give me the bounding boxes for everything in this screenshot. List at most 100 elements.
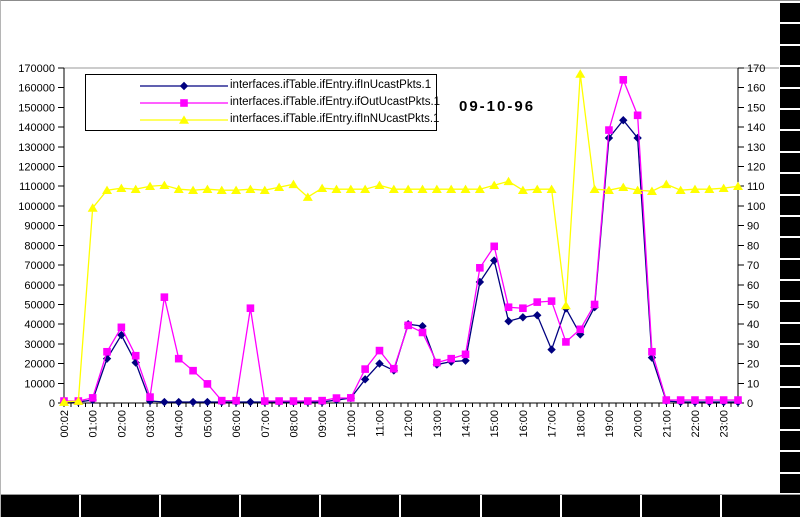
svg-text:120000: 120000 <box>18 162 55 174</box>
right-frame-cells <box>780 3 800 493</box>
svg-text:05:00: 05:00 <box>202 410 214 438</box>
svg-text:20: 20 <box>747 359 759 371</box>
svg-text:14:00: 14:00 <box>461 410 473 438</box>
svg-text:13:00: 13:00 <box>432 410 444 438</box>
frame-cell <box>780 67 800 87</box>
svg-text:10: 10 <box>747 378 759 390</box>
frame-cell <box>161 495 240 517</box>
svg-text:20000: 20000 <box>24 359 55 371</box>
frame-cell <box>780 109 800 130</box>
svg-text:22:00: 22:00 <box>690 410 702 438</box>
line-chart: 0100002000030000400005000060000700008000… <box>18 63 779 438</box>
frame-cell <box>780 3 800 23</box>
frame-cell <box>780 174 800 194</box>
frame-cell <box>780 281 800 301</box>
svg-text:60: 60 <box>747 280 759 292</box>
legend-line-triangle-icon <box>140 114 228 124</box>
svg-text:10:00: 10:00 <box>346 410 358 438</box>
chart-date-annotation: 09-10-96 <box>459 98 536 115</box>
frame-cell <box>780 45 800 66</box>
legend-line-diamond-icon <box>140 81 228 90</box>
svg-text:16:00: 16:00 <box>518 410 530 438</box>
svg-text:20:00: 20:00 <box>633 410 645 438</box>
svg-text:08:00: 08:00 <box>288 410 300 438</box>
svg-text:30: 30 <box>747 339 759 351</box>
frame-cell <box>481 495 560 517</box>
svg-text:30000: 30000 <box>24 339 55 351</box>
frame-cell <box>780 238 800 258</box>
svg-text:160: 160 <box>747 83 765 95</box>
svg-text:11:00: 11:00 <box>374 410 386 437</box>
svg-text:160000: 160000 <box>18 83 55 95</box>
legend-label: interfaces.ifTable.ifEntry.ifInUcastPkts… <box>230 78 432 91</box>
chart-legend: interfaces.ifTable.ifEntry.ifInUcastPkts… <box>85 74 440 131</box>
svg-text:12:00: 12:00 <box>403 410 415 438</box>
frame-cell <box>780 323 800 344</box>
frame-cell <box>401 495 480 517</box>
svg-text:0: 0 <box>747 398 753 410</box>
frame-cell <box>780 366 800 387</box>
frame-cell <box>641 495 720 517</box>
svg-text:10000: 10000 <box>24 378 55 390</box>
svg-text:140000: 140000 <box>18 122 55 134</box>
svg-text:100000: 100000 <box>18 201 55 213</box>
frame-cell <box>780 152 800 173</box>
frame-cell <box>780 88 800 108</box>
svg-text:01:00: 01:00 <box>88 410 100 438</box>
frame-cell <box>780 24 800 44</box>
svg-text:17:00: 17:00 <box>547 410 559 438</box>
legend-line-square-icon <box>140 98 228 107</box>
svg-text:170: 170 <box>747 63 765 75</box>
frame-cell <box>780 131 800 151</box>
svg-text:19:00: 19:00 <box>604 410 616 438</box>
svg-text:40000: 40000 <box>24 319 55 331</box>
svg-text:02:00: 02:00 <box>116 410 128 438</box>
svg-text:03:00: 03:00 <box>145 410 157 438</box>
legend-item-out-ucast: interfaces.ifTable.ifEntry.ifOutUcastPkt… <box>138 94 440 111</box>
svg-text:100: 100 <box>747 201 765 213</box>
svg-text:06:00: 06:00 <box>231 410 243 438</box>
svg-text:150: 150 <box>747 102 765 114</box>
svg-text:120: 120 <box>747 162 765 174</box>
svg-text:150000: 150000 <box>18 102 55 114</box>
svg-text:09:00: 09:00 <box>317 410 329 438</box>
svg-text:18:00: 18:00 <box>575 410 587 438</box>
svg-text:170000: 170000 <box>18 63 55 75</box>
svg-text:0: 0 <box>49 398 55 410</box>
svg-text:130000: 130000 <box>18 142 55 154</box>
legend-label: interfaces.ifTable.ifEntry.ifOutUcastPkt… <box>230 95 441 108</box>
frame-cell <box>721 495 800 517</box>
svg-text:07:00: 07:00 <box>260 410 272 438</box>
svg-text:130: 130 <box>747 142 765 154</box>
frame-cell <box>780 409 800 429</box>
svg-text:00:02: 00:02 <box>59 410 71 438</box>
svg-text:15:00: 15:00 <box>489 410 501 438</box>
svg-text:80000: 80000 <box>24 240 55 252</box>
bottom-frame-cells <box>1 494 800 517</box>
svg-text:40: 40 <box>747 319 759 331</box>
frame-cell <box>780 259 800 280</box>
frame-cell <box>321 495 400 517</box>
svg-text:23:00: 23:00 <box>719 410 731 438</box>
frame-cell <box>780 345 800 365</box>
frame-cell <box>780 430 800 451</box>
legend-item-in-ucast: interfaces.ifTable.ifEntry.ifInUcastPkts… <box>138 77 436 94</box>
svg-text:140: 140 <box>747 122 765 134</box>
svg-text:110000: 110000 <box>19 181 55 193</box>
svg-text:80: 80 <box>747 240 759 252</box>
frame-cell <box>780 388 800 408</box>
svg-text:04:00: 04:00 <box>174 410 186 438</box>
frame-cell <box>780 195 800 215</box>
svg-text:70000: 70000 <box>24 260 55 272</box>
frame-cell <box>81 495 160 517</box>
frame-cell <box>241 495 320 517</box>
svg-text:110: 110 <box>747 181 765 193</box>
frame-cell <box>780 452 800 472</box>
svg-text:50: 50 <box>747 299 759 311</box>
svg-text:60000: 60000 <box>24 280 55 292</box>
frame-cell <box>1 495 80 517</box>
frame-cell <box>780 302 800 322</box>
svg-text:50000: 50000 <box>24 299 55 311</box>
legend-label: interfaces.ifTable.ifEntry.ifInNUcastPkt… <box>230 112 440 125</box>
